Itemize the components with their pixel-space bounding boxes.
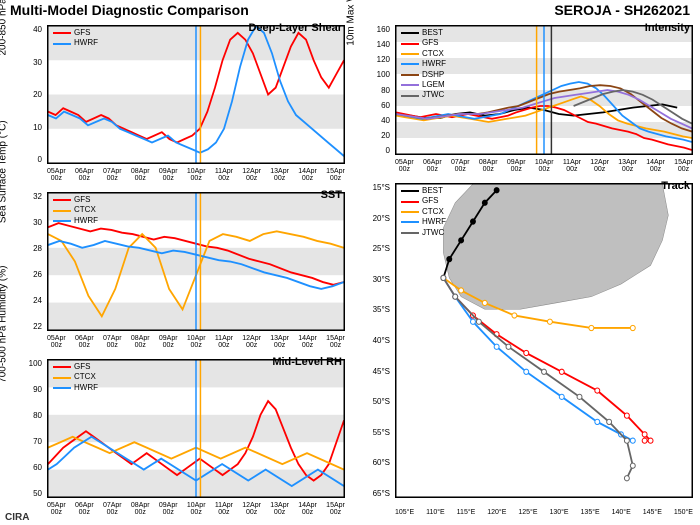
sst-panel: SST Sea Surface Temp (°C) 323028262422 0… — [5, 187, 350, 351]
intensity-yticks: 160140120100806040200 — [353, 25, 393, 155]
sst-xticks: 05Apr 00z06Apr 00z07Apr 00z08Apr 00z09Ap… — [47, 335, 345, 349]
rh-panel: Mid-Level RH 700-500 hPa Humidity (%) 10… — [5, 354, 350, 518]
logo: CIRA — [5, 512, 29, 523]
rh-yticks: 1009080706050 — [5, 359, 45, 498]
shear-title: Deep-Layer Shear — [248, 22, 342, 34]
track-title: Track — [661, 180, 690, 192]
rh-xticks: 05Apr 00z06Apr 00z07Apr 00z08Apr 00z09Ap… — [47, 502, 345, 516]
sst-legend: GFSCTCXHWRF — [53, 195, 98, 226]
sst-yticks: 323028262422 — [5, 192, 45, 331]
track-legend: BESTGFSCTCXHWRFJTWC — [401, 186, 446, 238]
right-column: Deep-Layer Shear 200-850 hPa Shear (kt) … — [5, 20, 350, 518]
sst-title: SST — [321, 189, 342, 201]
title-right: SEROJA - SH262021 — [554, 2, 690, 18]
shear-xticks: 05Apr 00z06Apr 00z07Apr 00z08Apr 00z09Ap… — [47, 168, 345, 182]
track-panel: Track 15°S20°S25°S30°S35°S40°S45°S50°S55… — [353, 178, 698, 518]
track-yticks: 15°S20°S25°S30°S35°S40°S45°S50°S55°S60°S… — [353, 183, 393, 498]
shear-legend: GFSHWRF — [53, 28, 98, 49]
intensity-panel: Intensity 10m Max Wind Speed (kt) 160140… — [353, 20, 698, 175]
shear-yticks: 403020100 — [5, 25, 45, 164]
shear-panel: Deep-Layer Shear 200-850 hPa Shear (kt) … — [5, 20, 350, 184]
intensity-legend: BESTGFSCTCXHWRFDSHPLGEMJTWC — [401, 28, 446, 101]
track-xticks: 105°E110°E115°E120°E125°E130°E135°E140°E… — [395, 509, 693, 516]
intensity-xticks: 05Apr 00z06Apr 00z07Apr 00z08Apr 00z09Ap… — [395, 159, 693, 173]
title-left: Multi-Model Diagnostic Comparison — [10, 2, 249, 18]
rh-title: Mid-Level RH — [272, 356, 342, 368]
rh-legend: GFSCTCXHWRF — [53, 362, 98, 393]
intensity-title: Intensity — [645, 22, 690, 34]
